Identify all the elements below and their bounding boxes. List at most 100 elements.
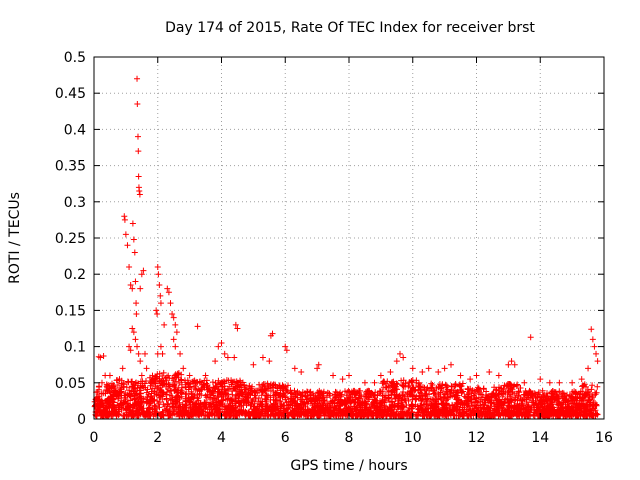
data-point [521, 379, 528, 386]
data-point [594, 358, 601, 365]
data-points [94, 75, 601, 401]
data-point [172, 321, 179, 328]
data-point [457, 372, 464, 379]
data-point [194, 323, 201, 330]
data-point [130, 329, 137, 336]
y-tick-label: 0.5 [64, 50, 86, 66]
data-point [212, 358, 219, 365]
data-point [110, 383, 117, 390]
data-point [315, 361, 322, 368]
data-point [314, 365, 321, 372]
data-point [172, 343, 179, 350]
data-point [591, 343, 598, 350]
data-point [154, 263, 161, 270]
data-point [186, 372, 193, 379]
data-point [224, 354, 231, 361]
data-point [121, 213, 128, 220]
data-point [119, 365, 126, 372]
data-point [387, 368, 394, 375]
data-point [97, 354, 104, 361]
y-tick-label: 0 [77, 412, 86, 428]
x-tick-label: 6 [281, 430, 290, 446]
data-point [138, 271, 145, 278]
data-point [346, 372, 352, 379]
data-point [419, 368, 426, 375]
data-point [473, 372, 480, 379]
data-point [589, 336, 596, 343]
data-point [169, 311, 176, 318]
data-point [400, 354, 407, 361]
data-point [167, 300, 174, 307]
x-tick-label: 16 [595, 430, 613, 446]
data-point [546, 379, 553, 386]
data-point [106, 372, 113, 379]
data-point [95, 353, 102, 360]
data-point [135, 148, 142, 155]
data-point [441, 365, 448, 372]
data-point [585, 365, 592, 372]
data-point [393, 358, 400, 365]
chart-title: Day 174 of 2015, Rate Of TEC Index for r… [165, 20, 535, 36]
dense-band [91, 369, 601, 420]
data-point [298, 368, 305, 375]
x-tick-label: 0 [90, 430, 99, 446]
data-point [508, 358, 515, 365]
y-tick-label: 0.25 [55, 231, 86, 247]
data-point [527, 334, 534, 341]
data-point [156, 282, 163, 289]
y-tick-label: 0.45 [55, 86, 86, 102]
data-point [129, 285, 136, 292]
data-point [140, 267, 147, 274]
data-point [134, 133, 141, 140]
data-point [282, 343, 289, 350]
y-tick-label: 0.4 [64, 122, 86, 138]
y-ticks: 0 0.05 0.1 0.15 0.2 0.25 0.3 0.35 0.4 0.45 0.5 [55, 50, 604, 428]
x-axis-label: GPS time / hours [290, 458, 407, 474]
data-point [132, 336, 139, 343]
data-point [250, 361, 257, 368]
data-point [377, 372, 384, 379]
data-point [202, 372, 209, 379]
data-point [161, 321, 168, 328]
data-point [556, 379, 563, 386]
data-point [157, 300, 164, 307]
data-point [143, 365, 150, 372]
y-tick-label: 0.3 [64, 195, 86, 211]
data-point [116, 376, 123, 383]
y-tick-label: 0.05 [55, 376, 86, 392]
data-point [157, 343, 164, 350]
data-point [103, 383, 110, 390]
data-point [94, 394, 101, 401]
data-point [486, 368, 493, 375]
data-point [121, 216, 128, 223]
grid-lines [94, 57, 604, 419]
data-point [177, 350, 184, 357]
y-tick-label: 0.1 [64, 340, 86, 356]
data-point [133, 311, 140, 318]
data-point [291, 365, 298, 372]
y-tick-label: 0.15 [55, 303, 86, 319]
data-point [130, 236, 137, 243]
data-point [435, 368, 442, 375]
data-point [269, 330, 276, 337]
data-point [100, 353, 107, 360]
data-point [231, 354, 238, 361]
y-axis-label: ROTI / TECUs [7, 192, 23, 284]
data-point [134, 343, 141, 350]
data-point [137, 285, 144, 292]
data-point [425, 365, 432, 372]
data-point [134, 101, 141, 108]
data-point [232, 321, 239, 328]
data-point [127, 347, 134, 354]
data-point [127, 282, 134, 289]
data-point [218, 339, 225, 346]
data-point [505, 361, 512, 368]
data-point [142, 350, 148, 357]
data-point [495, 372, 502, 379]
data-point [266, 358, 273, 365]
data-point [155, 271, 162, 278]
data-point [578, 376, 585, 383]
data-point [173, 329, 180, 336]
data-point [138, 372, 145, 379]
